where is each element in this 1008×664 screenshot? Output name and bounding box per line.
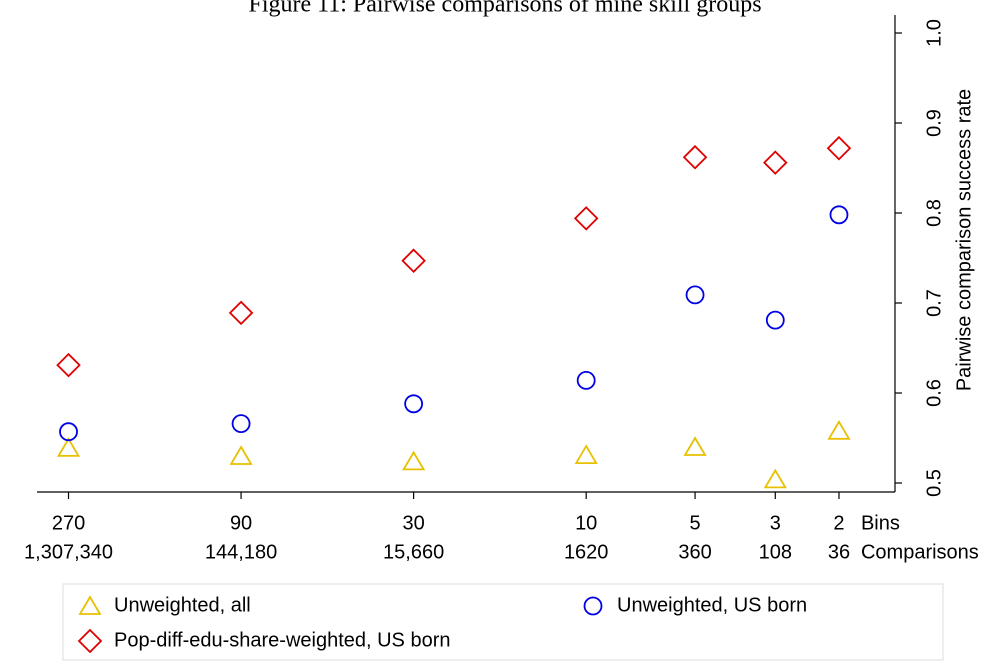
- comparisons-label: 1,307,340: [24, 541, 113, 563]
- marker-diamond: [826, 135, 852, 161]
- y-tick-label: 0.9: [923, 109, 945, 137]
- marker-diamond: [77, 628, 103, 654]
- x-tick-label: 3: [770, 512, 781, 534]
- comparisons-label: 15,660: [383, 541, 444, 563]
- marker-triangle: [574, 444, 598, 465]
- x-tick-label: 270: [52, 512, 85, 534]
- x-tick-label: 90: [230, 512, 252, 534]
- legend-label: Unweighted, US born: [617, 594, 807, 616]
- x-tick-label: 5: [689, 512, 700, 534]
- x-axis-label: Comparisons: [861, 541, 979, 563]
- marker-circle: [576, 370, 596, 390]
- marker-circle: [685, 285, 705, 305]
- legend-box: [62, 583, 944, 661]
- x-tick-label: 2: [833, 512, 844, 534]
- marker-diamond: [56, 352, 81, 378]
- y-tick-label: 0.5: [923, 469, 945, 497]
- y-tick-label: 0.6: [923, 379, 945, 407]
- marker-circle: [583, 596, 603, 616]
- comparisons-label: 108: [759, 541, 792, 563]
- marker-diamond: [401, 248, 426, 273]
- marker-circle: [765, 310, 785, 330]
- x-tick-label: 10: [575, 512, 597, 534]
- marker-circle: [829, 205, 849, 225]
- legend-label: Pop-diff-edu-share-weighted, US born: [114, 629, 450, 651]
- y-tick-label: 1.0: [923, 19, 945, 47]
- marker-triangle: [827, 420, 851, 440]
- marker-triangle: [229, 445, 253, 465]
- y-tick-label: 0.8: [923, 199, 945, 227]
- x-axis-label: Bins: [861, 512, 900, 534]
- marker-circle: [404, 394, 424, 414]
- comparisons-label: 144,180: [205, 541, 277, 563]
- y-tick-label: 0.7: [923, 289, 945, 317]
- x-tick-label: 30: [403, 512, 425, 534]
- marker-diamond: [573, 206, 599, 231]
- marker-circle: [231, 414, 251, 434]
- y-axis-label: Pairwise comparison success rate: [953, 89, 975, 391]
- marker-diamond: [682, 144, 708, 170]
- marker-triangle: [402, 450, 426, 471]
- marker-triangle: [56, 437, 81, 457]
- marker-circle: [59, 422, 78, 442]
- chart-title: Figure 11: Pairwise comparisons of mine …: [248, 0, 761, 18]
- legend-label: Unweighted, all: [114, 594, 251, 616]
- marker-diamond: [228, 300, 254, 326]
- comparisons-label: 36: [828, 541, 850, 563]
- marker-triangle: [78, 595, 102, 615]
- comparisons-label: 1620: [564, 541, 609, 563]
- marker-diamond: [763, 150, 788, 175]
- marker-triangle: [683, 436, 707, 456]
- comparisons-label: 360: [678, 541, 711, 563]
- marker-triangle: [763, 468, 787, 489]
